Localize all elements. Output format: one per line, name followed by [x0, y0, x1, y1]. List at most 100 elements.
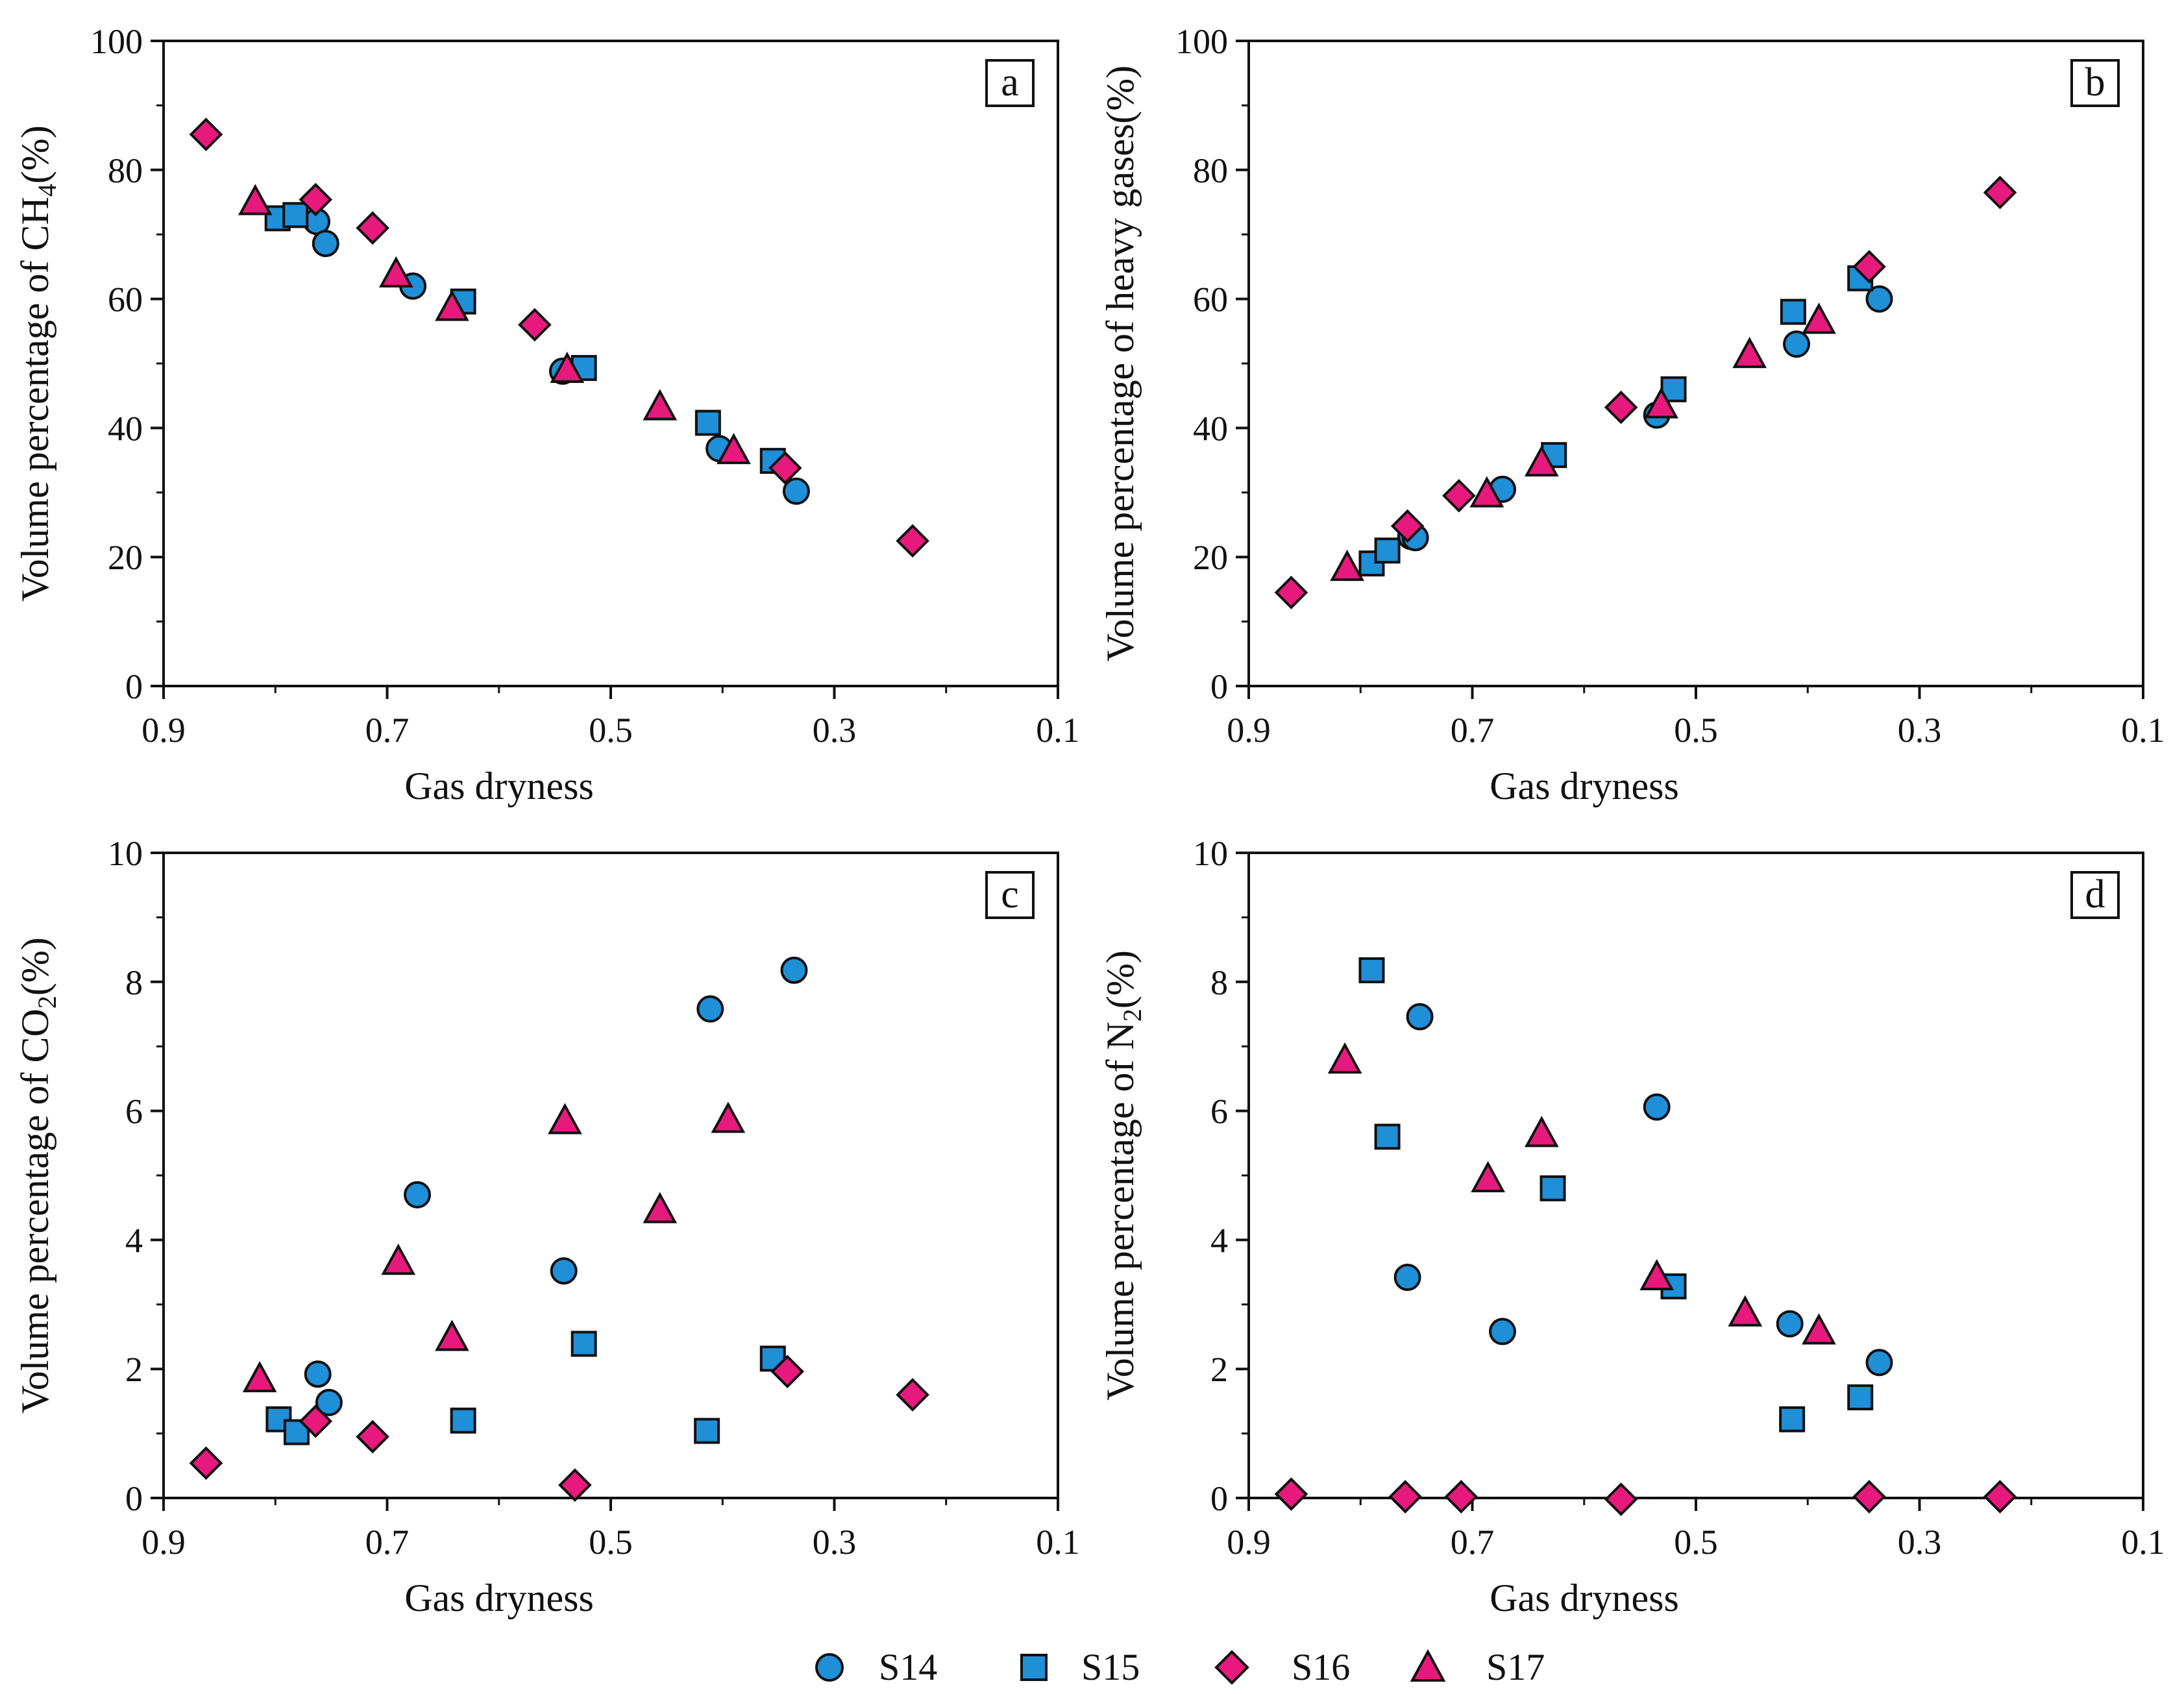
data-point-s15: [282, 202, 309, 228]
series-s14: [304, 956, 808, 1416]
data-point-s14: [1406, 1003, 1434, 1031]
data-point-s17: [550, 351, 585, 383]
y-tick-label: 4: [125, 1221, 143, 1260]
data-point-s17: [1732, 336, 1767, 369]
y-tick-label: 80: [108, 151, 143, 190]
series-s16: [189, 117, 929, 558]
series-s16: [189, 1355, 929, 1502]
data-point-s16: [558, 1468, 592, 1502]
x-tick-label: 0.1: [1036, 711, 1080, 750]
data-point-s17: [1471, 1160, 1505, 1192]
data-point-s14: [1865, 1349, 1893, 1377]
y-tick-label: 2: [1210, 1350, 1228, 1389]
legend-marker-s15: [1020, 1654, 1048, 1681]
x-tick-label: 0.9: [1227, 711, 1271, 750]
data-point-s17: [1728, 1295, 1763, 1327]
data-point-s17: [643, 1192, 678, 1223]
series-s15: [264, 202, 786, 474]
x-axis-title: Gas dryness: [1490, 765, 1679, 807]
data-point-s15: [450, 1407, 476, 1434]
y-tick-label: 6: [1210, 1092, 1228, 1131]
x-tick-label: 0.3: [1898, 1523, 1942, 1562]
legend-label-s15: S15: [1081, 1646, 1140, 1688]
data-point-s16: [1274, 576, 1308, 609]
data-point-s16: [1442, 478, 1476, 513]
data-point-s15: [1660, 376, 1687, 402]
data-point-s17: [1644, 387, 1678, 419]
series-s16: [1274, 1477, 2017, 1516]
data-point-s16: [299, 1404, 333, 1438]
data-point-s16: [299, 182, 333, 217]
series-s15: [265, 1331, 786, 1445]
panel-label-box: [2070, 871, 2120, 919]
series-s15: [1358, 265, 1874, 577]
legend: S14 S15 S16 S17: [815, 1646, 1545, 1688]
data-point-s17: [1469, 476, 1504, 508]
data-point-s17: [435, 1320, 469, 1351]
data-point-s15: [1779, 1406, 1806, 1432]
y-tick-label: 0: [1210, 667, 1228, 706]
data-point-s16: [356, 211, 389, 245]
data-point-s14: [312, 230, 339, 258]
x-tick-label: 0.1: [2121, 1523, 2165, 1562]
y-tick-label: 40: [1193, 409, 1228, 448]
y-tick-label: 60: [108, 280, 143, 319]
x-axis-title: Gas dryness: [404, 765, 594, 807]
y-axis-title: Volume percentage of CH4(%): [14, 125, 62, 602]
data-point-s17: [717, 433, 751, 465]
y-tick-label: 20: [108, 538, 143, 577]
x-tick-label: 0.5: [589, 1523, 633, 1562]
data-point-s14: [1643, 1093, 1671, 1121]
x-tick-label: 0.7: [1451, 1523, 1495, 1562]
data-point-s16: [1852, 1480, 1886, 1514]
data-point-s17: [1330, 549, 1364, 582]
data-point-s14: [780, 956, 808, 984]
y-tick-label: 10: [1193, 834, 1228, 873]
x-tick-label: 0.7: [1451, 711, 1495, 750]
data-point-s14: [696, 995, 724, 1023]
data-point-s17: [643, 389, 678, 421]
data-point-s17: [238, 184, 273, 215]
data-point-s15: [1847, 1384, 1874, 1410]
panel-label: c: [1001, 872, 1019, 916]
data-point-s17: [711, 1101, 746, 1133]
data-point-s16: [1852, 250, 1886, 284]
x-tick-label: 0.7: [365, 1523, 410, 1562]
data-point-s15: [1358, 957, 1385, 983]
series-s15: [1358, 957, 1874, 1432]
y-axis-title: Volume percentage of CO2(%): [14, 937, 62, 1414]
data-point-s17: [242, 1360, 277, 1393]
panel-label-box: [2070, 59, 2120, 107]
data-point-s17: [378, 256, 413, 288]
x-tick-label: 0.3: [813, 711, 857, 750]
data-point-s14: [315, 1388, 343, 1416]
data-point-s14: [1865, 285, 1893, 313]
data-point-s16: [356, 1419, 389, 1454]
x-tick-label: 0.9: [141, 1523, 186, 1562]
y-tick-label: 8: [1210, 963, 1228, 1002]
y-tick-label: 10: [108, 834, 143, 873]
data-point-s15: [1374, 1123, 1401, 1150]
legend-marker-s17: [1410, 1649, 1446, 1682]
y-tick-label: 0: [125, 1479, 143, 1518]
data-point-s16: [189, 117, 223, 151]
x-tick-label: 0.5: [1674, 711, 1718, 750]
data-point-s14: [550, 1257, 578, 1285]
data-point-s15: [694, 410, 721, 436]
y-axis-title: Volume percentage of N2(%): [1099, 950, 1147, 1401]
panel-label-box: [985, 871, 1035, 919]
panel-label: d: [2085, 872, 2105, 916]
data-point-s14: [1393, 1264, 1421, 1292]
y-tick-label: 100: [1175, 22, 1228, 61]
x-tick-label: 0.5: [589, 711, 633, 750]
data-point-s16: [189, 1446, 223, 1480]
data-point-s15: [571, 1331, 597, 1357]
panel-label: a: [1001, 60, 1019, 104]
y-tick-label: 40: [108, 409, 143, 448]
plot-frame: [162, 40, 1059, 687]
data-point-s16: [1388, 1480, 1422, 1514]
legend-label-s14: S14: [879, 1646, 937, 1688]
data-point-s17: [1327, 1042, 1362, 1074]
data-point-s16: [1983, 175, 2017, 210]
